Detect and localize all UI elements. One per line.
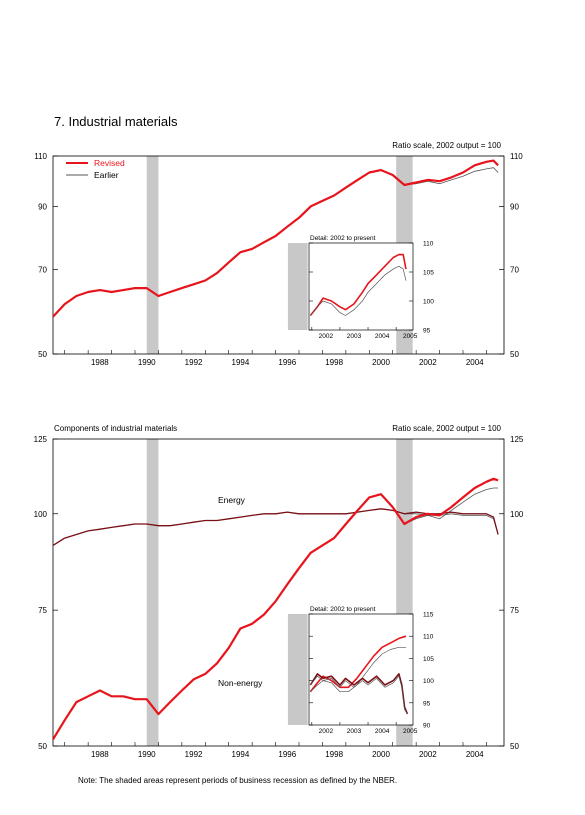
inset-series-energy-earlier bbox=[310, 675, 408, 715]
recession-band-1-0 bbox=[146, 439, 159, 746]
x-tick-label: 1988 bbox=[91, 358, 109, 367]
y-tick-label-left: 50 bbox=[38, 350, 47, 359]
x-tick-label: 2002 bbox=[419, 750, 437, 759]
inset-label: Detail: 2002 to present bbox=[310, 606, 376, 613]
inset-y-tick-label: 110 bbox=[423, 634, 434, 641]
series-line-non-energy-revised bbox=[52, 477, 499, 740]
inset-y-tick-label: 110 bbox=[423, 241, 434, 248]
inset-x-tick-label: 2003 bbox=[347, 728, 362, 735]
inset-x-tick-label: 2004 bbox=[375, 333, 390, 340]
inset-series-energy-revised bbox=[309, 673, 409, 715]
scale-note: Ratio scale, 2002 output = 100 bbox=[392, 424, 501, 433]
x-tick-label: 1988 bbox=[91, 750, 109, 759]
footnote: Note: The shaded areas represent periods… bbox=[78, 776, 398, 785]
y-tick-label-left: 100 bbox=[34, 510, 48, 519]
inset-y-tick-label: 115 bbox=[423, 612, 434, 619]
x-tick-label: 1996 bbox=[278, 358, 296, 367]
x-tick-label: 2000 bbox=[372, 358, 390, 367]
y-tick-label-left: 50 bbox=[38, 742, 47, 751]
x-tick-label: 1996 bbox=[278, 750, 296, 759]
x-tick-label: 2002 bbox=[419, 358, 437, 367]
x-tick-label: 1994 bbox=[232, 750, 250, 759]
inset-label: Detail: 2002 to present bbox=[310, 235, 376, 242]
inset-series-revised bbox=[309, 253, 407, 317]
inset-x-tick-label: 2005 bbox=[403, 333, 418, 340]
x-tick-label: 2004 bbox=[466, 750, 484, 759]
x-tick-label: 2000 bbox=[372, 750, 390, 759]
y-tick-label-right: 75 bbox=[510, 606, 519, 615]
inset-y-tick-label: 95 bbox=[423, 700, 431, 707]
inset-recession-band-0 bbox=[287, 243, 308, 330]
inset-y-tick-label: 105 bbox=[423, 656, 434, 663]
y-tick-label-right: 70 bbox=[510, 266, 519, 275]
inset-bg-1 bbox=[309, 614, 413, 725]
plot-frame-0 bbox=[52, 155, 505, 355]
legend-label-revised: Revised bbox=[94, 158, 125, 168]
inset-bg-0 bbox=[309, 243, 413, 330]
x-tick-label: 1990 bbox=[138, 750, 156, 759]
inset-x-tick-label: 2003 bbox=[347, 333, 362, 340]
inset-series-non-energy-revised bbox=[309, 635, 407, 693]
x-tick-label: 1994 bbox=[232, 358, 250, 367]
y-tick-label-right: 100 bbox=[510, 510, 524, 519]
inset-y-tick-label: 105 bbox=[423, 270, 434, 277]
x-tick-label: 1992 bbox=[185, 750, 203, 759]
inset-series-earlier bbox=[310, 265, 407, 316]
inset-x-tick-label: 2002 bbox=[319, 728, 334, 735]
inset-y-tick-label: 95 bbox=[423, 328, 431, 335]
y-tick-label-right: 90 bbox=[510, 202, 519, 211]
y-tick-label-right: 125 bbox=[510, 435, 524, 444]
inset-y-tick-label: 90 bbox=[423, 723, 431, 730]
inset-frame-0 bbox=[308, 242, 414, 331]
y-tick-label-left: 110 bbox=[34, 152, 47, 161]
y-tick-label-right: 50 bbox=[510, 350, 519, 359]
y-tick-label-left: 90 bbox=[38, 202, 47, 211]
inset-x-tick-label: 2002 bbox=[319, 333, 334, 340]
x-tick-label: 1998 bbox=[325, 358, 343, 367]
annotation-energy: Energy bbox=[218, 495, 246, 505]
x-tick-label: 2004 bbox=[466, 358, 484, 367]
series-line-revised bbox=[52, 159, 499, 318]
chart-title: Components of industrial materials bbox=[54, 424, 177, 433]
y-tick-label-right: 50 bbox=[510, 742, 519, 751]
inset-x-tick-label: 2004 bbox=[375, 728, 390, 735]
page-title: 7. Industrial materials bbox=[54, 114, 178, 129]
scale-note: Ratio scale, 2002 output = 100 bbox=[392, 141, 501, 150]
x-tick-label: 1990 bbox=[138, 358, 156, 367]
x-tick-label: 1992 bbox=[185, 358, 203, 367]
annotation-non-energy: Non-energy bbox=[218, 678, 263, 688]
x-tick-label: 1998 bbox=[325, 750, 343, 759]
inset-recession-band-1 bbox=[287, 614, 308, 725]
inset-frame-1 bbox=[308, 613, 414, 726]
legend-label-earlier: Earlier bbox=[94, 170, 119, 180]
inset-x-tick-label: 2005 bbox=[403, 728, 418, 735]
y-tick-label-left: 70 bbox=[38, 266, 47, 275]
y-tick-label-right: 110 bbox=[510, 152, 523, 161]
y-tick-label-left: 75 bbox=[38, 606, 47, 615]
recession-band-0-0 bbox=[146, 156, 159, 354]
inset-y-tick-label: 100 bbox=[423, 299, 434, 306]
y-tick-label-left: 125 bbox=[34, 435, 48, 444]
plot-frame-1 bbox=[52, 438, 505, 747]
inset-y-tick-label: 100 bbox=[423, 678, 434, 685]
